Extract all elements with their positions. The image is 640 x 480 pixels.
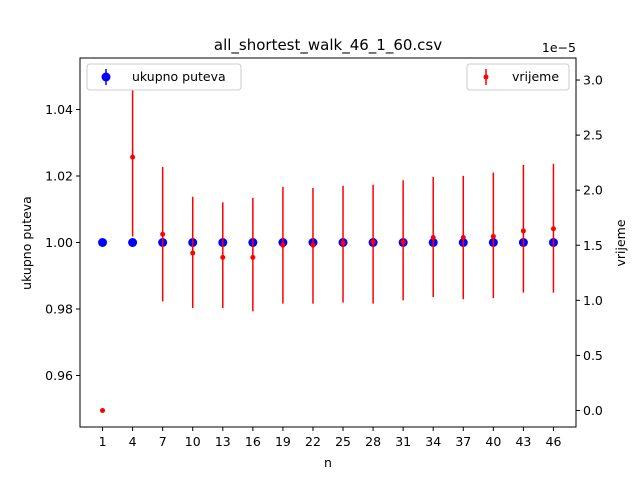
red-point xyxy=(370,239,376,245)
x-axis-label: n xyxy=(324,455,332,470)
y-right-tick-label: 3.0 xyxy=(583,73,603,88)
red-point xyxy=(100,407,106,413)
red-point xyxy=(190,250,196,256)
plot-marks xyxy=(98,75,558,413)
red-point xyxy=(250,254,256,260)
legend-left-marker-icon xyxy=(101,72,111,82)
y-axis-right-label: vrijeme xyxy=(613,219,628,266)
x-tick-label: 37 xyxy=(455,434,471,449)
x-tick-label: 10 xyxy=(185,434,201,449)
x-tick-label: 40 xyxy=(485,434,501,449)
x-tick-label: 22 xyxy=(305,434,321,449)
legend-left-box xyxy=(86,63,242,91)
legend-left: ukupno puteva xyxy=(86,63,242,91)
chart-title: all_shortest_walk_46_1_60.csv xyxy=(214,36,442,55)
y-right-tick-label: 2.0 xyxy=(583,183,603,198)
x-tick-label: 28 xyxy=(365,434,381,449)
x-tick-label: 46 xyxy=(546,434,562,449)
x-axis: 1 4 7 10 13 16 19 22 25 28 31 34 37 40 43 46 xyxy=(99,427,562,449)
legend-right-label: vrijeme xyxy=(512,69,559,84)
red-point xyxy=(400,239,406,245)
y-axis-left-label: ukupno puteva xyxy=(19,196,34,290)
red-point xyxy=(160,231,166,237)
red-point xyxy=(520,228,526,234)
legend-right-marker-icon xyxy=(483,74,489,80)
red-point xyxy=(310,242,316,248)
y-axis-right: 0.0 0.5 1.0 1.5 2.0 2.5 3.0 xyxy=(576,73,603,418)
y-right-tick-label: 1.0 xyxy=(583,293,603,308)
y-right-tick-label: 2.5 xyxy=(583,128,603,143)
y-right-tick-label: 0.5 xyxy=(583,348,603,363)
red-point xyxy=(550,226,556,232)
red-point xyxy=(340,240,346,246)
red-point xyxy=(220,254,226,260)
x-tick-label: 7 xyxy=(159,434,167,449)
y-left-tick-label: 1.04 xyxy=(45,102,73,117)
x-tick-label: 19 xyxy=(275,434,291,449)
right-axis-offset-text: 1e−5 xyxy=(542,40,576,55)
legend-right-box xyxy=(466,63,570,91)
x-tick-label: 34 xyxy=(425,434,441,449)
x-tick-label: 31 xyxy=(395,434,411,449)
x-tick-label: 43 xyxy=(515,434,531,449)
y-left-tick-label: 0.96 xyxy=(45,368,73,383)
x-tick-label: 4 xyxy=(129,434,137,449)
y-right-tick-label: 0.0 xyxy=(583,403,603,418)
red-point xyxy=(280,242,286,248)
x-tick-label: 16 xyxy=(245,434,261,449)
y-right-tick-label: 1.5 xyxy=(583,238,603,253)
red-point xyxy=(490,233,496,239)
x-tick-label: 25 xyxy=(335,434,351,449)
x-tick-label: 1 xyxy=(99,434,107,449)
y-left-tick-label: 0.98 xyxy=(45,301,73,316)
blue-point xyxy=(128,238,138,247)
blue-point xyxy=(98,238,108,247)
red-point xyxy=(460,235,466,241)
legend-right: vrijeme xyxy=(466,63,570,91)
y-axis-left: 0.96 0.98 1.00 1.02 1.04 xyxy=(45,102,80,383)
x-tick-label: 13 xyxy=(215,434,231,449)
red-point xyxy=(130,154,136,160)
legend-left-label: ukupno puteva xyxy=(132,69,226,84)
red-point xyxy=(430,235,436,241)
y-left-tick-label: 1.00 xyxy=(45,235,73,250)
y-left-tick-label: 1.02 xyxy=(45,169,73,184)
